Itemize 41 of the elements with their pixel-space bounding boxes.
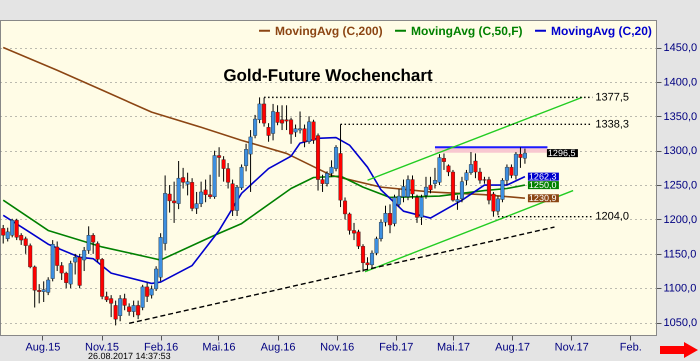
x-tick-label: Nov.17 bbox=[554, 342, 589, 354]
x-tick-label: Nov.15 bbox=[84, 342, 120, 354]
text: 26.08.2017 14:37:53 bbox=[88, 351, 171, 361]
x-tick-label: Feb.16 bbox=[144, 342, 178, 354]
line-series bbox=[2, 136, 526, 284]
candlestick bbox=[460, 176, 464, 203]
data-label: 1262,3 bbox=[528, 172, 556, 182]
legend-label: MovingAvg (C,20) bbox=[551, 24, 652, 38]
y-tick-label: 1150,0 bbox=[664, 248, 696, 260]
legend-label: MovingAvg (C,200) bbox=[275, 24, 383, 38]
x-tick-label: Feb. bbox=[620, 342, 642, 354]
y-tick-label: 1200,0 bbox=[664, 214, 698, 226]
y-tick-label: 1400,0 bbox=[664, 76, 698, 88]
y-tick-label: 1350,0 bbox=[664, 110, 698, 123]
y-tick-label: 1100,0 bbox=[664, 282, 696, 295]
text: Gold-Future Wochenchart bbox=[222, 66, 434, 86]
data-label: 1230,9 bbox=[528, 193, 556, 204]
candlestick bbox=[522, 148, 527, 164]
y-tick-label: 1050,0 bbox=[664, 317, 698, 330]
x-tick-label: Mai.16 bbox=[202, 342, 236, 354]
data-label: 1250,0 bbox=[528, 180, 556, 190]
y-tick-label: 1450,0 bbox=[664, 42, 698, 54]
annotation: 1296,5 bbox=[548, 148, 576, 158]
y-tick-label: 1300,0 bbox=[664, 145, 698, 158]
line-series bbox=[2, 175, 526, 261]
candlestick bbox=[419, 194, 424, 226]
candlestick bbox=[222, 156, 226, 182]
x-tick-label: Mai.17 bbox=[436, 342, 470, 354]
annotation: 1338,3 bbox=[595, 118, 630, 130]
x-tick-label: Feb.17 bbox=[379, 342, 414, 354]
line-series bbox=[2, 46, 526, 199]
x-tick-label: Nov.16 bbox=[320, 342, 354, 354]
legend-label: MovingAvg (C,50,F) bbox=[411, 24, 523, 38]
candlestick bbox=[428, 176, 432, 194]
x-tick-label: Aug.16 bbox=[260, 342, 296, 354]
annotation: 1204,0 bbox=[595, 210, 630, 223]
y-tick-label: 1250,0 bbox=[664, 180, 698, 192]
x-tick-label: Aug.17 bbox=[495, 342, 530, 354]
x-tick-label: Aug.15 bbox=[25, 342, 60, 354]
annotation: 1377,5 bbox=[595, 91, 630, 104]
candlestick bbox=[410, 174, 414, 200]
